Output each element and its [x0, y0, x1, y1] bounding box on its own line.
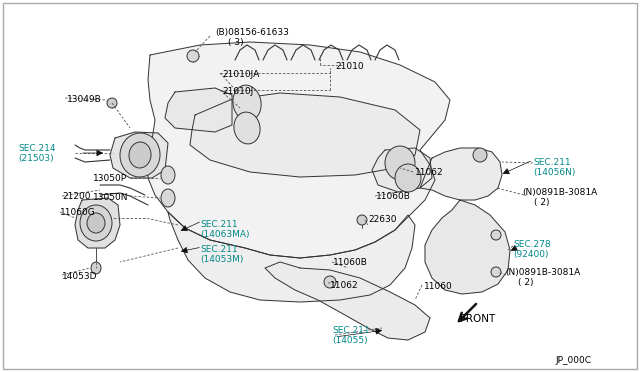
Text: FRONT: FRONT [460, 314, 495, 324]
Ellipse shape [120, 133, 160, 177]
Text: (14053M): (14053M) [200, 255, 243, 264]
Ellipse shape [233, 85, 261, 121]
Text: (14055): (14055) [332, 336, 367, 345]
Polygon shape [425, 200, 510, 294]
Text: SEC.214: SEC.214 [18, 144, 56, 153]
Ellipse shape [107, 98, 117, 108]
Text: SEC.211: SEC.211 [332, 326, 370, 335]
Text: ( 2): ( 2) [518, 278, 534, 287]
Text: (14063MA): (14063MA) [200, 230, 250, 239]
Text: 13050N: 13050N [93, 193, 129, 202]
Text: SEC.211: SEC.211 [200, 245, 237, 254]
Text: 21010J: 21010J [222, 87, 253, 96]
Ellipse shape [161, 166, 175, 184]
Ellipse shape [129, 142, 151, 168]
Text: 21010: 21010 [335, 62, 364, 71]
Ellipse shape [324, 276, 336, 288]
Text: (21503): (21503) [18, 154, 54, 163]
Ellipse shape [385, 146, 415, 180]
Polygon shape [165, 88, 232, 132]
Text: 14053D: 14053D [62, 272, 97, 281]
Polygon shape [110, 132, 168, 178]
Ellipse shape [473, 148, 487, 162]
Polygon shape [148, 42, 450, 258]
Polygon shape [372, 148, 432, 192]
Ellipse shape [161, 189, 175, 207]
Ellipse shape [187, 50, 199, 62]
Polygon shape [420, 148, 502, 200]
Ellipse shape [87, 213, 105, 233]
Text: (B)08156-61633: (B)08156-61633 [215, 28, 289, 37]
Text: ( 2): ( 2) [534, 198, 550, 207]
Text: (N)0891B-3081A: (N)0891B-3081A [505, 268, 580, 277]
Polygon shape [168, 212, 415, 302]
Text: 11062: 11062 [330, 281, 358, 290]
Ellipse shape [395, 164, 421, 192]
Text: 13049B: 13049B [67, 95, 102, 104]
Text: 11062: 11062 [415, 168, 444, 177]
Polygon shape [265, 262, 430, 340]
Text: 11060G: 11060G [60, 208, 96, 217]
Ellipse shape [80, 205, 112, 241]
Text: (92400): (92400) [513, 250, 548, 259]
Ellipse shape [491, 267, 501, 277]
Text: SEC.211: SEC.211 [533, 158, 571, 167]
Ellipse shape [91, 262, 101, 274]
Text: (14056N): (14056N) [533, 168, 575, 177]
Text: SEC.278: SEC.278 [513, 240, 550, 249]
Text: ( 3): ( 3) [228, 38, 244, 47]
Text: 13050P: 13050P [93, 174, 127, 183]
Text: 21010JA: 21010JA [222, 70, 259, 79]
Text: 11060: 11060 [424, 282, 452, 291]
Text: 22630: 22630 [368, 215, 397, 224]
Polygon shape [190, 93, 420, 177]
Text: 21200: 21200 [62, 192, 90, 201]
Ellipse shape [357, 215, 367, 225]
Polygon shape [75, 198, 120, 248]
Text: 11060B: 11060B [376, 192, 411, 201]
Ellipse shape [234, 112, 260, 144]
Ellipse shape [491, 230, 501, 240]
Text: 11060B: 11060B [333, 258, 368, 267]
Text: SEC.211: SEC.211 [200, 220, 237, 229]
Text: JP_000C: JP_000C [555, 356, 591, 365]
Text: (N)0891B-3081A: (N)0891B-3081A [522, 188, 597, 197]
